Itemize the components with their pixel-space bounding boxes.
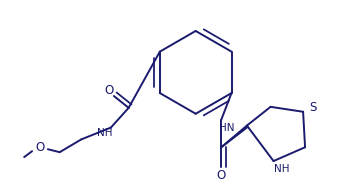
Text: O: O — [35, 141, 44, 154]
Text: S: S — [309, 101, 317, 114]
Text: O: O — [104, 84, 113, 97]
Text: HN: HN — [219, 122, 235, 132]
Text: O: O — [217, 169, 226, 182]
Text: NH: NH — [97, 128, 113, 138]
Text: NH: NH — [274, 164, 289, 174]
